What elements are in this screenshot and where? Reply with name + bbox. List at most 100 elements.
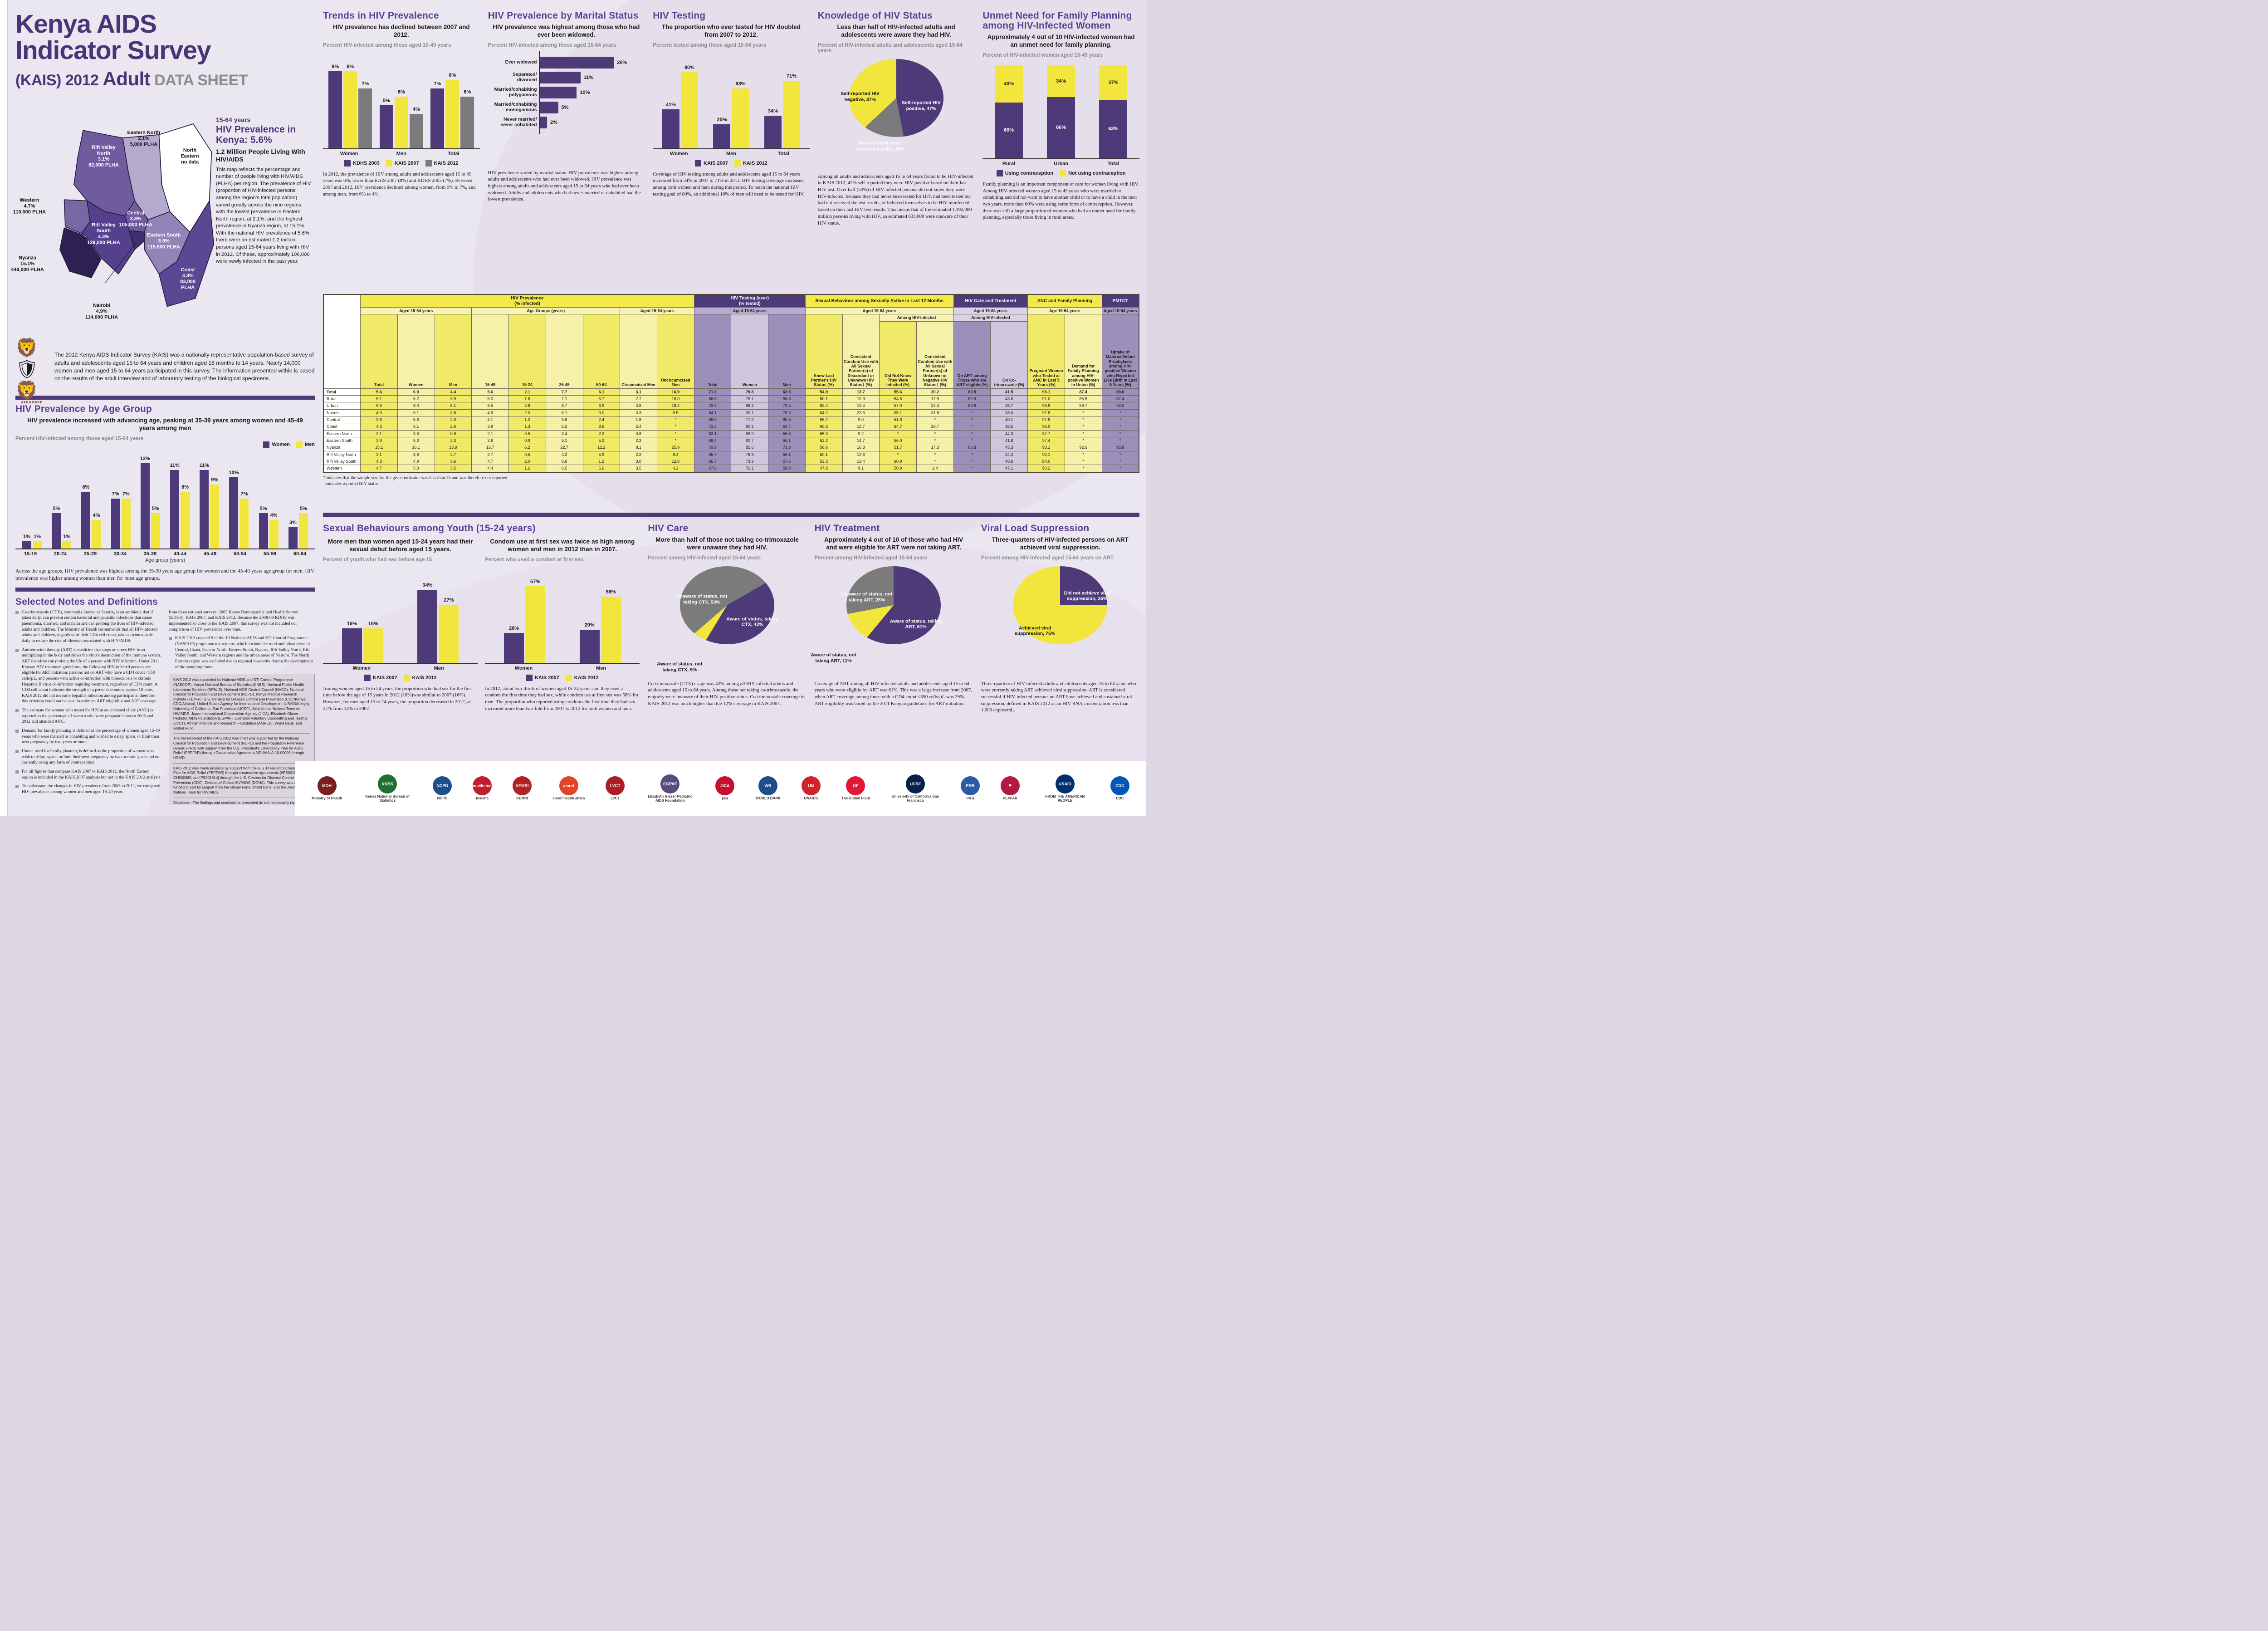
legend-swatch xyxy=(425,160,432,167)
bar-value-label: 9% xyxy=(347,64,354,69)
unmet-title: Unmet Need for Family Planning among HIV… xyxy=(982,10,1132,31)
section-treatment: HIV Treatment Approximately 4 out of 10 … xyxy=(811,523,973,758)
category-group: 34% 27% xyxy=(417,583,459,663)
bar-kais-2007: 9% xyxy=(343,64,357,148)
bar-women: 10% xyxy=(229,470,239,549)
table-cell: 4.4 xyxy=(471,465,509,473)
age-group-xlabel: Age group (years) xyxy=(145,558,186,563)
table-cell: 6.5 xyxy=(545,465,583,473)
table-cell: 4.7 xyxy=(471,458,509,465)
table-header-cell: Among HIV-infected xyxy=(879,314,954,322)
table-cell: 2.6 xyxy=(434,423,472,431)
table-cell: 18.2 xyxy=(656,402,694,410)
table-cell: 54.5 xyxy=(879,395,917,403)
ncpd-label: NCPD xyxy=(437,796,448,801)
section-unmet-need: Unmet Need for Family Planning among HIV… xyxy=(982,10,1139,289)
table-cell: 57.6 xyxy=(768,458,806,465)
section-trends: Trends in HIV Prevalence HIV prevalence … xyxy=(323,10,480,289)
table-cell: 5.3 xyxy=(397,437,435,445)
bar-kdhs-2003: 7% xyxy=(430,81,445,148)
map-body-text: This map reflects the percentage and num… xyxy=(216,167,311,264)
bar-value-label: 1% xyxy=(34,534,41,540)
category-group: 5% 4% xyxy=(259,506,279,549)
table-cell: * xyxy=(953,430,991,438)
trends-chart: 9% 9% 7% 5% 6% 4% 7% 8% 6% Women Men Total KDHS 2003… xyxy=(323,51,480,167)
table-cell: * xyxy=(953,458,991,465)
table-header-cell: Total xyxy=(360,314,398,389)
map-subheading: 1.2 Million People Living With HIV/AIDS xyxy=(216,148,305,163)
bar-value-label: 9% xyxy=(211,477,219,483)
table-cell: * xyxy=(656,437,694,445)
bar-value-label: 1% xyxy=(63,534,71,540)
acknowledgement-paragraph: KAIS 2012 was made possible by support f… xyxy=(173,766,310,798)
bar-kais-2012: 16% xyxy=(363,621,383,663)
logo-cdc: CDC CDC xyxy=(1110,776,1129,801)
stacked-bar: 60% 40% xyxy=(994,65,1023,158)
amref-icon: amref xyxy=(559,776,578,796)
youth-title: Sexual Behaviours among Youth (15-24 yea… xyxy=(323,523,536,534)
table-cell: 5.7 xyxy=(582,395,621,403)
category-group: 8% 4% xyxy=(81,485,101,549)
unmet-axis-note: Percent of HIV-infected women aged 15-49… xyxy=(982,52,1103,58)
table-cell: 3.1 xyxy=(620,388,657,396)
unmet-caption: Family planning is an important componen… xyxy=(982,181,1139,220)
table-header-cell: 15-49 xyxy=(471,314,509,389)
bar-women: 12% xyxy=(140,456,150,549)
table-cell: 3.9 xyxy=(434,395,472,403)
category-label: Total xyxy=(1107,161,1119,167)
table-cell: 12.7 xyxy=(842,423,880,431)
bar-value-label: 16% xyxy=(347,621,357,627)
table-header-cell: Aged 15-64 years xyxy=(620,307,694,315)
table-cell: 2.7 xyxy=(471,451,509,459)
poster: Kenya AIDS Indicator Survey (KAIS) 2012 … xyxy=(0,0,1146,816)
pie xyxy=(846,566,941,644)
bar-value-label: 7% xyxy=(240,491,248,497)
legend-label: KDHS 2003 xyxy=(353,160,380,166)
age-group-title: HIV Prevalence by Age Group xyxy=(15,404,152,415)
legend-swatch xyxy=(734,160,741,167)
legend-swatch xyxy=(344,160,351,167)
table-cell: * xyxy=(953,437,991,445)
table-cell: 7.1 xyxy=(545,395,583,403)
table-cell: * xyxy=(916,458,954,465)
category-label: Men xyxy=(434,665,444,671)
table-cell: 45.3 xyxy=(990,444,1028,451)
marital-chart: Ever widowed 20% Separated/ divorced 11% Mar… xyxy=(488,50,645,165)
jica-label: jica xyxy=(722,796,728,801)
table-cell: 92.6 xyxy=(1064,444,1102,451)
table-cell: * xyxy=(879,430,917,438)
table-cell: 93.1 xyxy=(1027,444,1065,451)
table-cell: 2.0 xyxy=(508,458,546,465)
table-cell: 17.3 xyxy=(916,444,954,451)
stacked-category: 63% 37% xyxy=(1099,65,1128,158)
pie-slice-label: Aware of status, not taking CTX, 5% xyxy=(657,661,703,672)
bar-value-label: 5% xyxy=(299,505,307,511)
table-cell: 51.8 xyxy=(879,416,917,424)
bar-value-label: 7% xyxy=(362,81,369,87)
table-cell: * xyxy=(1101,451,1139,459)
notes-title: Selected Notes and Definitions xyxy=(15,596,158,607)
map-label-western: Western 4.7% 110,000 PLHA xyxy=(13,197,46,215)
table-cell: 17.9 xyxy=(916,395,954,403)
stacked-segment-not-using-contraception: 37% xyxy=(1099,65,1128,100)
category-labels: Rural Urban Total xyxy=(982,159,1139,167)
legend-item: KAIS 2012 xyxy=(565,674,599,681)
bar-men: 7% xyxy=(121,491,131,549)
chart-legend: KDHS 2003 KAIS 2007 KAIS 2012 xyxy=(323,160,480,167)
table-footnote: †Indicates reported HIV status. xyxy=(323,481,380,486)
bar-value-label: 12% xyxy=(140,456,150,461)
egpaf-label: Elizabeth Glaser Pediatric AIDS Foundati… xyxy=(648,794,693,803)
table-cell: 79.3 xyxy=(694,402,732,410)
table-cell: 6.9 xyxy=(582,402,621,410)
global-fund-label: The Global Fund xyxy=(841,796,870,801)
note-bullet: For all figures that compare KAIS 2007 t… xyxy=(15,769,161,780)
table-cell: 38.0 xyxy=(990,409,1028,417)
hbar-category-label: Never married/ never cohabited xyxy=(500,117,537,127)
table-header-cell: Uptake of Maternal/Infant Prophylaxis am… xyxy=(1101,314,1139,389)
legend-swatch xyxy=(386,160,392,167)
category-labels: Women Men xyxy=(323,664,478,671)
category-label: 20-24 xyxy=(54,551,67,557)
legend-label: KAIS 2007 xyxy=(394,160,419,166)
table-row-label: Coast xyxy=(323,423,361,431)
table-cell: 76.1 xyxy=(731,465,769,473)
